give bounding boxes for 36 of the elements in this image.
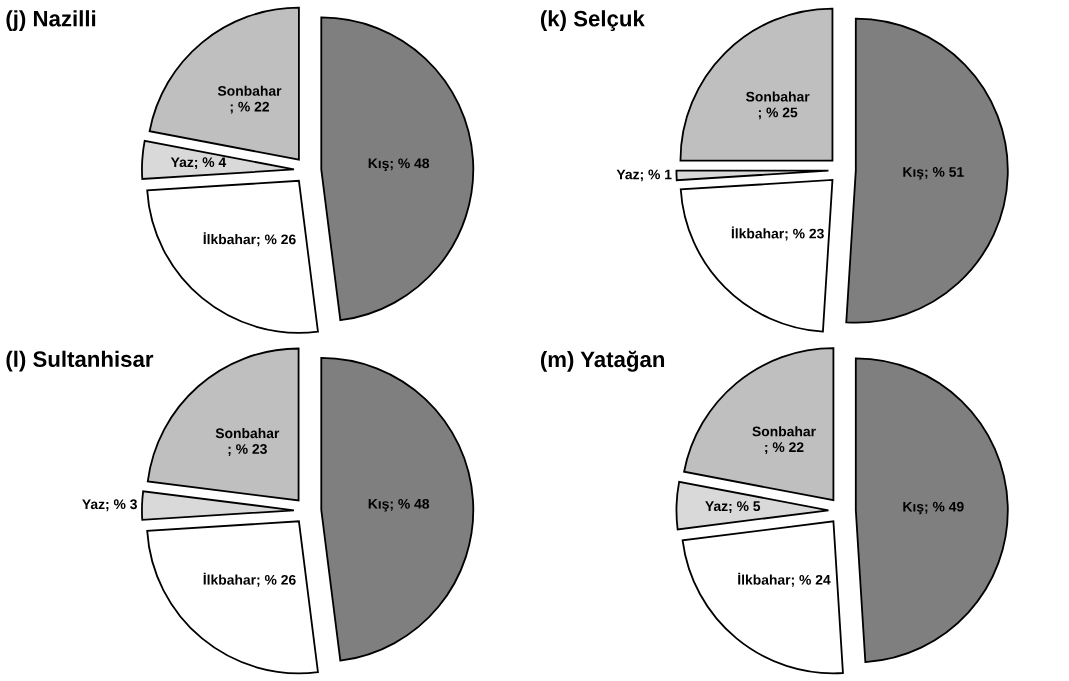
chart-title: (m) Yatağan bbox=[540, 350, 665, 372]
data-label: ; % 49 bbox=[925, 501, 964, 514]
data-label: ; % 4 bbox=[195, 157, 227, 170]
data-label: ; % 26 bbox=[257, 234, 296, 247]
data-label: ; % 48 bbox=[390, 158, 430, 171]
data-label: ; % 22 bbox=[230, 101, 270, 114]
slice-label: Yaz bbox=[82, 499, 105, 510]
slice-label: Sonbahar bbox=[746, 91, 810, 102]
slice-label: Sonbahar bbox=[217, 85, 282, 96]
data-label: ; % 51 bbox=[925, 167, 964, 179]
data-label: ; % 26 bbox=[257, 574, 296, 587]
data-label: ; % 48 bbox=[390, 498, 430, 511]
slice-label: Yaz bbox=[616, 169, 640, 180]
slice-label: İlkbahar bbox=[203, 232, 256, 245]
data-label: ; % 5 bbox=[729, 501, 761, 514]
data-label: ; % 22 bbox=[765, 442, 804, 455]
data-label: ; % 23 bbox=[228, 444, 267, 456]
data-label: ; % 25 bbox=[758, 107, 798, 120]
slice-label: Sonbahar bbox=[752, 426, 816, 437]
chart-title: (j) Nazilli bbox=[6, 10, 96, 31]
slice-label: Kış bbox=[368, 158, 389, 171]
slice-label: İlkbahar bbox=[738, 572, 791, 585]
slice-label: İlkbahar bbox=[203, 572, 256, 585]
slice-label: İlkbahar bbox=[731, 226, 784, 239]
slice-label: Sonbahar bbox=[215, 428, 280, 439]
chart-title: (l) Sultanhisar bbox=[6, 350, 154, 372]
data-label: ; % 23 bbox=[785, 228, 824, 241]
slice-label: Kış bbox=[368, 499, 389, 512]
slice-label: Kış bbox=[903, 501, 924, 515]
slice-label: Kış bbox=[903, 167, 924, 180]
slice-label: Yaz bbox=[170, 157, 194, 168]
data-label: ; % 3 bbox=[106, 499, 137, 512]
chart-title: (k) Selçuk bbox=[540, 10, 645, 31]
data-label: ; % 24 bbox=[791, 574, 831, 587]
data-label: ; % 1 bbox=[640, 169, 672, 182]
slice-label: Yaz bbox=[705, 501, 728, 512]
